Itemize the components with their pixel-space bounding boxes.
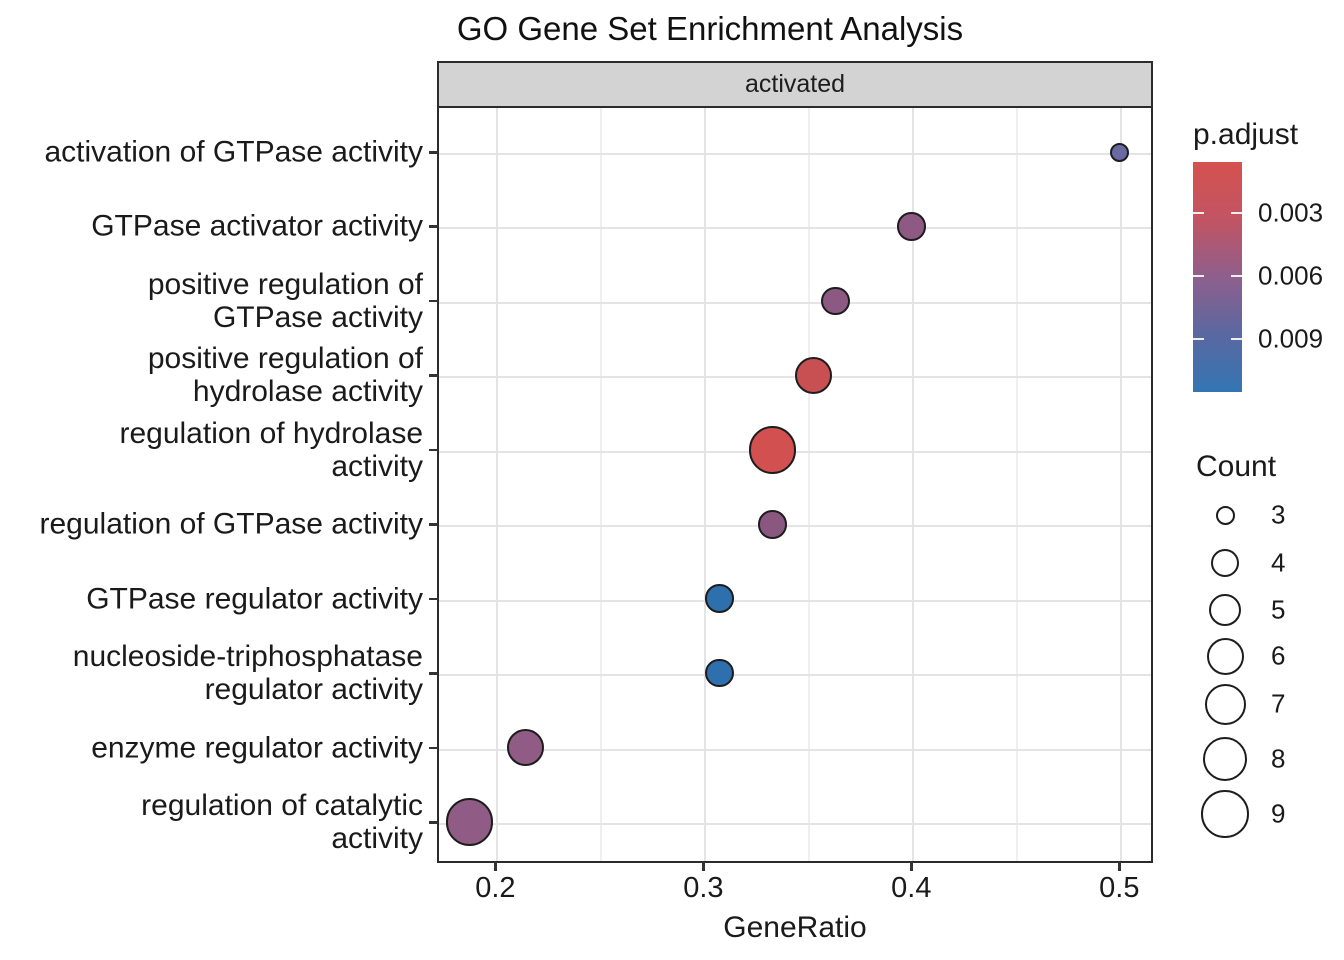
y-axis-label: positive regulation of GTPase activity	[147, 267, 423, 334]
colorbar-tick-label: 0.003	[1258, 197, 1324, 228]
plot-panel	[437, 106, 1153, 863]
y-axis-tick	[429, 746, 438, 750]
count-legend-label: 6	[1271, 640, 1286, 671]
colorbar-tick-right	[1231, 211, 1242, 214]
gridline-major-y	[439, 301, 1151, 304]
y-axis-tick	[429, 151, 438, 154]
count-legend-circle	[1202, 736, 1248, 782]
gridline-major-y	[439, 525, 1151, 528]
count-legend-label: 8	[1271, 743, 1286, 774]
y-axis-tick	[429, 448, 438, 452]
y-axis-tick	[429, 299, 438, 303]
gridline-major-y	[439, 227, 1151, 230]
x-axis-tick	[702, 862, 705, 871]
gridline-major-x	[704, 108, 707, 861]
gridline-minor-x	[600, 108, 603, 861]
legend-count-title: Count	[1196, 450, 1277, 483]
data-point	[758, 510, 787, 539]
y-axis-label: nucleoside-triphosphatase regulator activ…	[72, 640, 423, 707]
count-legend-circle	[1201, 790, 1249, 838]
y-axis-label: GTPase regulator activity	[86, 582, 423, 616]
y-axis-tick	[429, 225, 438, 228]
count-legend-circle	[1206, 637, 1244, 675]
chart-title: GO Gene Set Enrichment Analysis	[456, 10, 964, 47]
count-legend-label: 4	[1271, 547, 1286, 578]
colorbar-tick-left	[1193, 211, 1204, 214]
gridline-major-x	[496, 108, 499, 861]
x-axis-tick-label: 0.2	[475, 872, 516, 904]
y-axis-label: positive regulation of hydrolase activity	[147, 342, 423, 409]
legend-p-adjust-title: p.adjust	[1193, 118, 1299, 151]
facet-strip: activated	[437, 61, 1153, 108]
colorbar-tick-left	[1193, 338, 1204, 341]
x-axis-tick-label: 0.3	[683, 872, 724, 904]
data-point	[506, 729, 544, 767]
p-adjust-gradient-bar	[1193, 162, 1242, 392]
facet-strip-label: activated	[744, 70, 846, 98]
y-axis-label: regulation of GTPase activity	[39, 507, 423, 541]
gridline-minor-x	[1016, 108, 1019, 861]
y-axis-label: regulation of catalytic activity	[141, 789, 423, 856]
gridline-major-y	[439, 748, 1151, 751]
data-point	[748, 426, 797, 474]
count-legend-circle	[1204, 683, 1246, 725]
colorbar-tick-label: 0.009	[1258, 323, 1324, 354]
count-legend-circle	[1209, 594, 1241, 626]
colorbar-tick-right	[1231, 338, 1242, 341]
colorbar-tick-label: 0.006	[1258, 260, 1324, 291]
count-legend-circle	[1210, 548, 1240, 578]
gridline-major-x	[1120, 108, 1123, 861]
count-legend-label: 5	[1271, 594, 1286, 625]
gridline-minor-x	[808, 108, 811, 861]
count-legend-circle	[1215, 505, 1235, 525]
x-axis-title: GeneRatio	[723, 911, 867, 944]
y-axis-label: regulation of hydrolase activity	[119, 416, 423, 483]
colorbar-tick-left	[1193, 274, 1204, 277]
data-point	[821, 286, 850, 316]
data-point	[794, 356, 832, 394]
count-legend-label: 7	[1271, 688, 1286, 719]
count-legend-label: 9	[1271, 798, 1286, 829]
count-legend-label: 3	[1271, 499, 1286, 530]
x-axis-tick	[910, 862, 913, 871]
colorbar-tick-right	[1231, 274, 1242, 277]
x-axis-tick	[494, 862, 497, 871]
data-point	[705, 584, 734, 613]
y-axis-tick	[429, 672, 438, 675]
y-axis-label: enzyme regulator activity	[91, 731, 423, 765]
x-axis-tick	[1118, 862, 1121, 871]
y-axis-label: GTPase activator activity	[91, 209, 423, 243]
data-point	[897, 212, 926, 241]
y-axis-tick	[429, 523, 438, 526]
gridline-major-y	[439, 823, 1151, 826]
data-point	[705, 658, 734, 688]
y-axis-tick	[429, 821, 438, 824]
x-axis-tick-label: 0.4	[891, 872, 932, 904]
y-axis-label: activation of GTPase activity	[44, 135, 424, 169]
y-axis-tick	[429, 374, 438, 377]
data-point	[1109, 142, 1129, 162]
gridline-major-x	[912, 108, 915, 861]
gridline-major-y	[439, 674, 1151, 677]
gridline-major-y	[439, 153, 1151, 155]
gridline-major-y	[439, 599, 1151, 602]
y-axis-tick	[429, 597, 438, 601]
x-axis-tick-label: 0.5	[1099, 872, 1140, 904]
data-point	[445, 798, 494, 846]
